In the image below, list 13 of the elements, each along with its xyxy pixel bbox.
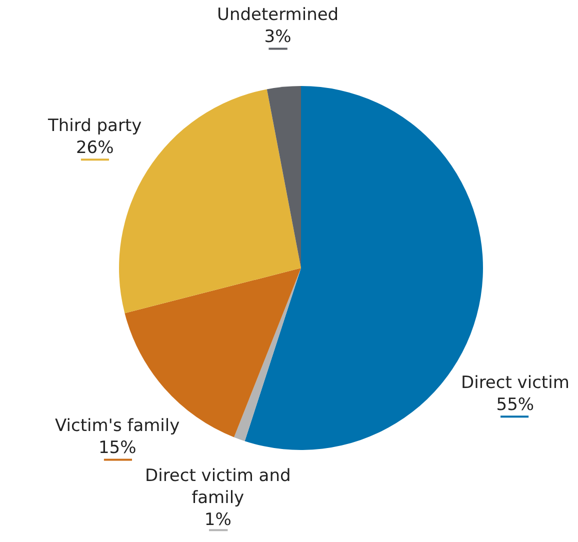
slice-label: Victim's family <box>55 416 180 436</box>
data-label: 1% <box>204 510 232 530</box>
slice-label: Third party <box>47 116 142 136</box>
data-label: 26% <box>76 138 114 158</box>
slice-label: Undetermined <box>217 5 339 25</box>
data-label: 15% <box>98 438 136 458</box>
slice-label: Direct victim <box>461 373 570 393</box>
pie-slice <box>266 86 301 268</box>
data-label: 55% <box>496 395 534 416</box>
pie-slice <box>124 268 301 438</box>
data-label: 3% <box>264 27 292 48</box>
slice-label: Direct victim and family <box>145 466 291 508</box>
pie-slice <box>234 268 301 442</box>
